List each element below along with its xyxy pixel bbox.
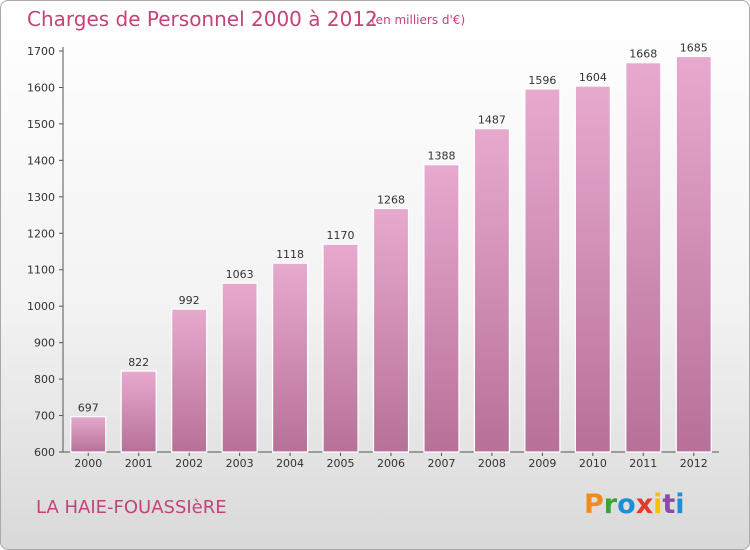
y-tick-label: 1100 [27, 264, 55, 277]
bar-value-label: 1487 [478, 114, 506, 127]
bar-2010 [574, 85, 611, 453]
bar-value-label: 1118 [276, 248, 304, 261]
x-tick-label: 2007 [427, 457, 455, 470]
y-tick-label: 1700 [27, 45, 55, 58]
x-tick-label: 2005 [327, 457, 355, 470]
bar-layer [70, 55, 712, 453]
y-tick-label: 600 [34, 446, 55, 459]
bar-2008 [473, 128, 511, 453]
logo-letter: P [584, 489, 604, 520]
x-tick-label: 2012 [680, 457, 708, 470]
bar-2005 [322, 243, 359, 453]
y-tick-label: 900 [34, 337, 55, 350]
bar-value-label: 1388 [427, 150, 455, 163]
x-tick-label: 2002 [175, 457, 203, 470]
bar-2000 [70, 416, 107, 453]
proxiti-logo[interactable]: Proxiti [584, 489, 685, 520]
chart-subtitle: (en milliers d'€) [371, 13, 466, 27]
logo-letter: i [675, 489, 685, 520]
bar-value-label: 1604 [579, 71, 607, 84]
bar-2009 [524, 88, 561, 453]
bar-value-label: 1063 [226, 268, 254, 281]
y-tick-label: 1500 [27, 118, 55, 131]
bar-2011 [625, 62, 662, 453]
y-tick-label: 1400 [27, 154, 55, 167]
x-tick-label: 2001 [125, 457, 153, 470]
y-tick-label: 700 [34, 410, 55, 423]
label-layer: 697 2000 822 2001 992 2002 1063 2003 1118 2004 117… [74, 41, 708, 470]
bar-2002 [171, 308, 208, 453]
x-tick-label: 2003 [226, 457, 254, 470]
y-tick-label: 1300 [27, 191, 55, 204]
bar-value-label: 697 [78, 402, 99, 415]
bar-value-label: 822 [128, 356, 149, 369]
y-tick-label: 800 [34, 373, 55, 386]
logo-letter: t [662, 489, 676, 520]
x-tick-label: 2000 [74, 457, 102, 470]
x-tick-label: 2006 [377, 457, 405, 470]
y-tick-label: 1200 [27, 227, 55, 240]
x-tick-label: 2004 [276, 457, 304, 470]
bar-2003 [221, 282, 258, 453]
bar-value-label: 1596 [528, 74, 556, 87]
bar-2012 [675, 55, 712, 453]
bar-value-label: 992 [179, 294, 200, 307]
x-tick-label: 2009 [528, 457, 556, 470]
x-tick-label: 2011 [629, 457, 657, 470]
x-tick-label: 2010 [579, 457, 607, 470]
logo-letter: i [653, 489, 663, 520]
bar-2006 [372, 207, 410, 453]
logo-letter: r [603, 489, 618, 520]
logo-letter: x [635, 489, 654, 520]
axis-layer: 600 700 800 900 1000 1100 1200 1300 1400 1500 1600… [27, 45, 719, 459]
logo-letter: o [617, 489, 636, 520]
bar-value-label: 1685 [680, 41, 708, 54]
commune-name: LA HAIE-FOUASSIèRE [36, 497, 227, 518]
bar-value-label: 1268 [377, 193, 405, 206]
y-tick-label: 1600 [27, 81, 55, 94]
chart-title: Charges de Personnel 2000 à 2012 [27, 7, 378, 31]
bar-value-label: 1170 [327, 229, 355, 242]
y-tick-label: 1000 [27, 300, 55, 313]
bar-value-label: 1668 [629, 48, 657, 61]
bar-2007 [423, 164, 460, 453]
x-tick-label: 2008 [478, 457, 506, 470]
bar-2001 [120, 370, 157, 453]
bar-2004 [271, 262, 309, 453]
